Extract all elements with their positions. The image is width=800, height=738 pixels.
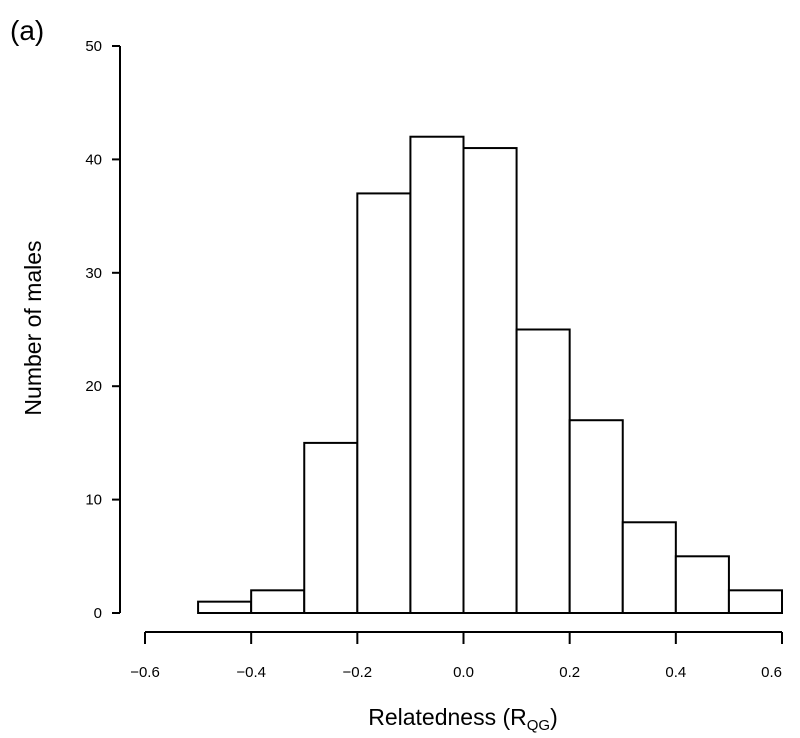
y-tick-label: 30 [85,265,102,282]
y-tick-label: 40 [85,151,102,168]
histogram-bar-10 [727,589,784,615]
x-tick-label: 0.6 [761,664,782,681]
x-tick-label: 0.0 [453,664,474,681]
y-axis-ticks: 0 10 20 30 40 50 [85,38,120,622]
x-axis-title: Relatedness (RQG) [368,704,558,734]
histogram-bar-5 [462,147,518,614]
y-axis-title: Number of males [20,240,46,415]
y-tick-label: 10 [85,492,102,509]
x-tick-label: −0.4 [236,664,266,681]
histogram-bar-7 [568,419,624,614]
y-tick-label: 20 [85,378,102,395]
histogram-bar-0 [197,600,253,614]
x-tick-label: −0.6 [130,664,160,681]
histogram-bar-8 [621,521,677,615]
x-axis-title-close: ) [550,704,558,730]
histogram-bar-6 [515,328,571,614]
x-tick-label: −0.2 [343,664,373,681]
histogram-bars [197,135,784,615]
x-tick-label: 0.2 [559,664,580,681]
x-axis-ticks: −0.6 −0.4 −0.2 0.0 0.2 0.4 0.6 [130,632,783,681]
y-tick-label: 0 [94,605,102,622]
histogram-bar-2 [303,441,359,614]
histogram-bar-4 [409,135,465,614]
histogram-bar-1 [250,589,306,615]
histogram-bar-3 [356,192,412,614]
x-axis-title-subscript: QG [527,717,550,734]
y-tick-label: 50 [85,38,102,55]
x-axis-title-main: Relatedness (R [368,704,527,730]
x-tick-label: 0.4 [665,664,686,681]
panel-label: (a) [10,15,44,46]
histogram-bar-9 [674,555,730,614]
